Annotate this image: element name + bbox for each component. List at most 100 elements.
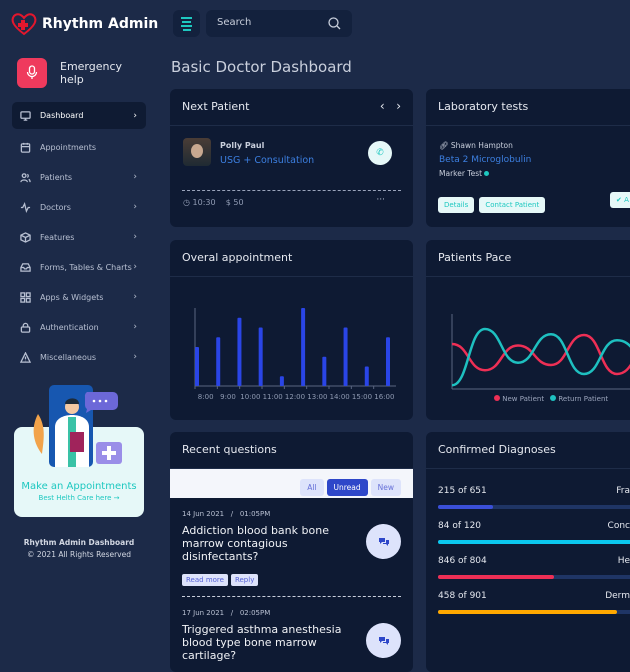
more-options-icon[interactable]: ··· [376,195,385,205]
chat-button[interactable] [366,623,401,658]
bar-6 [322,356,327,386]
monitor-icon [20,111,31,121]
prev-arrow-icon[interactable]: ‹ [379,99,385,113]
inbox-icon [20,262,31,272]
microphone-icon [17,58,47,88]
details-button[interactable]: Details [438,197,475,213]
progress-fill [438,575,554,579]
diagnosis-item: 215 of 651 Fra [426,486,630,509]
series-line-return-patient [451,327,630,387]
x-tick-label: 10:00 [240,393,260,401]
bar-1 [216,337,221,386]
sidebar-item-label: Authentication [40,322,99,332]
bar-4 [279,376,284,386]
sidebar-nav: Dashboard › Appointments Patients › Doctors › F… [12,102,146,372]
lab-patient-name: Shawn Hampton [450,141,513,150]
bar-3 [258,327,263,386]
sidebar-item-dashboard[interactable]: Dashboard › [12,102,146,129]
sidebar-item-doctors[interactable]: Doctors › [12,192,146,222]
legend-return-patient[interactable]: Return Patient [550,395,608,403]
diagnosis-item: 458 of 901 Derm [426,591,630,614]
progress-fill [438,610,617,614]
diagnosis-count: 84 of 120 [438,521,482,531]
contact-patient-button[interactable]: Contact Patient [479,197,546,213]
search-input[interactable]: Search [206,10,352,37]
sidebar-item-appointments[interactable]: Appointments [12,132,146,162]
sidebar-item-label: Forms, Tables & Charts [40,262,132,272]
phone-icon: ✆ [376,148,384,158]
patient-name: Polly Paul [220,141,265,150]
page-title: Basic Doctor Dashboard [171,58,352,76]
sidebar-item-features[interactable]: Features › [12,222,146,252]
question-item: 14 Jun 2021 / 01:05PM Addiction blood ba… [170,498,413,596]
menu-toggle-button[interactable] [173,10,200,37]
filter-all[interactable]: All [300,479,324,496]
chat-button[interactable] [366,524,401,559]
clock-icon: ◷ [183,198,190,207]
promo-title: Make an Appointments [21,481,137,492]
lab-test-name[interactable]: Beta 2 Microglobulin [439,155,532,165]
chevron-right-icon: › [133,172,137,182]
diagnosis-count: 215 of 651 [438,486,487,496]
emergency-help-button[interactable]: Emergency help [17,58,130,88]
question-item: 17 Jun 2021 / 02:05PM Triggered asthma a… [182,596,401,672]
alert-icon [20,351,31,363]
card-title: Next Patient [182,100,250,113]
question-text: Triggered asthma anesthesia blood type b… [182,623,342,662]
next-arrow-icon[interactable]: › [396,99,401,113]
legend-new-patient[interactable]: New Patient [494,395,544,403]
sidebar-item-label: Patients [40,172,73,182]
next-patient-card: Next Patient ‹ › Polly Paul USG + Consul… [170,89,413,227]
question-date: 14 Jun 2021 [182,510,225,518]
comments-icon [378,636,389,645]
appointment-bar-chart: 8:00 9:00 10:00 11:00 12:00 13:00 14:00 15:00 16… [194,308,396,401]
x-tick-label: 12:00 [285,393,305,401]
chevron-right-icon: › [133,262,137,272]
sidebar-item-patients[interactable]: Patients › [12,162,146,192]
chevron-right-icon: › [133,352,137,362]
card-title: Confirmed Diagnoses [438,443,556,456]
chevron-right-icon: › [133,110,137,121]
filter-unread[interactable]: Unread [326,479,368,496]
bar-8 [364,366,369,386]
search-icon[interactable] [328,17,341,30]
diagnosis-label: Derm [605,591,630,601]
appointment-price: $ 50 [225,198,244,207]
read-more-button[interactable]: Read more [182,574,228,586]
x-tick-label: 11:00 [263,393,283,401]
footer-title: Rhythm Admin Dashboard [23,538,135,547]
diagnosis-count: 846 of 804 [438,556,487,566]
question-filters: All Unread New [170,469,413,498]
sidebar-item-miscellaneous[interactable]: Miscellaneous › [12,342,146,372]
call-button[interactable]: ✆ [368,141,392,165]
promo-text[interactable]: Make an Appointments Best Helth Care her… [14,481,144,502]
reply-button[interactable]: Reply [230,574,259,586]
sidebar-item-label: Appointments [40,142,97,152]
link-icon: 🔗︎ [439,141,449,150]
card-title: Laboratory tests [438,100,529,113]
x-tick-label: 9:00 [220,393,236,401]
appointment-time: 10:30 [192,198,216,207]
diagnosis-item: 84 of 120 Conc [426,521,630,544]
app-name: Rhythm Admin [42,16,159,32]
chevron-right-icon: › [133,292,137,302]
search-placeholder: Search [217,17,252,28]
promo-link[interactable]: Best Helth Care here → [38,494,120,502]
sidebar-item-forms-tables-charts[interactable]: Forms, Tables & Charts › [12,252,146,282]
diagnosis-progress-bar [438,610,630,614]
app-logo[interactable]: Rhythm Admin [10,12,158,36]
patients-pace-chart [451,314,630,390]
bar-2 [237,317,242,386]
progress-fill [438,540,630,544]
filter-new[interactable]: New [370,479,401,496]
diagnosis-progress-bar [438,505,630,509]
users-icon [20,172,31,182]
comments-icon [378,537,389,546]
accept-button[interactable]: ✔ A [610,192,630,208]
sidebar-item-apps-widgets[interactable]: Apps & Widgets › [12,282,146,312]
chevron-right-icon: › [133,322,137,332]
diagnosis-label: Fra [616,486,630,496]
sidebar-item-authentication[interactable]: Authentication › [12,312,146,342]
chart-legend: New Patient Return Patient [494,395,608,403]
patient-service[interactable]: USG + Consultation [220,155,315,166]
